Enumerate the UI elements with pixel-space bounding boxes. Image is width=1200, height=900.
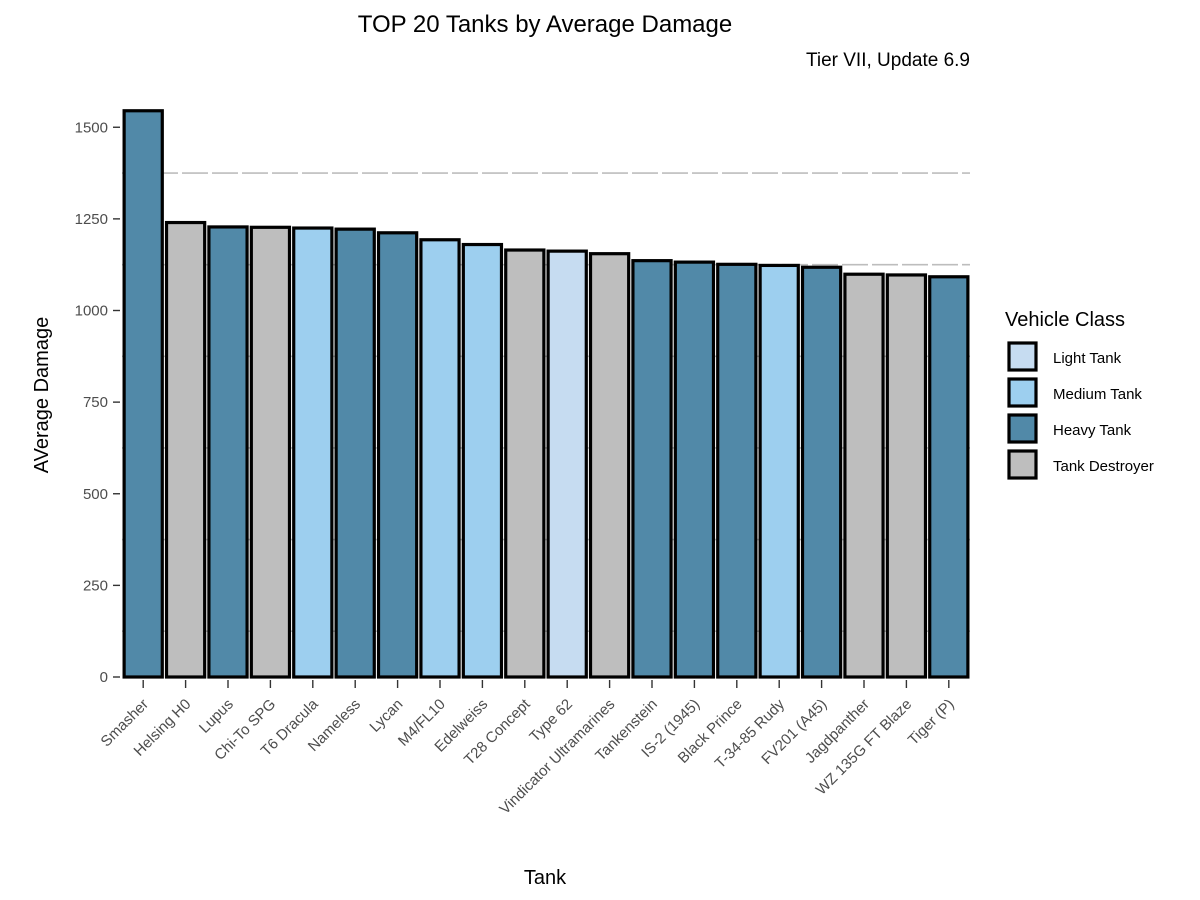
bar (928, 275, 970, 679)
bar (292, 226, 334, 679)
bar (673, 260, 716, 679)
bars (122, 109, 970, 679)
bar (504, 248, 546, 679)
chart-title: TOP 20 Tanks by Average Damage (358, 11, 732, 38)
y-tick-label: 1000 (75, 303, 108, 320)
bar (758, 263, 800, 679)
grid-lines (122, 172, 970, 632)
bar (122, 109, 164, 679)
bar (631, 259, 673, 679)
legend-swatch (1007, 377, 1038, 408)
bar (164, 220, 207, 679)
x-tick-label: Lycan (366, 696, 406, 736)
y-tick-label: 0 (100, 669, 108, 686)
bar (843, 272, 885, 679)
y-tick-label: 750 (83, 394, 108, 411)
legend-swatch (1007, 413, 1038, 444)
bar (716, 262, 758, 679)
legend-title: Vehicle Class (1005, 309, 1125, 331)
bar (249, 225, 292, 679)
legend-swatch (1007, 449, 1038, 480)
bar (334, 227, 376, 679)
x-tick-label: Tiger (P) (905, 696, 958, 749)
y-tick-label: 1500 (75, 119, 108, 136)
legend-label: Medium Tank (1053, 386, 1142, 403)
legend-label: Heavy Tank (1053, 422, 1132, 439)
bar (207, 225, 249, 679)
y-axis-title: AVerage Damage (31, 317, 53, 473)
bar (588, 252, 631, 679)
bar (800, 265, 843, 679)
legend-label: Tank Destroyer (1053, 458, 1154, 475)
bar (885, 273, 928, 679)
bar (461, 242, 504, 679)
chart-subtitle: Tier VII, Update 6.9 (806, 50, 970, 71)
legend-label: Light Tank (1053, 350, 1122, 367)
y-tick-label: 500 (83, 486, 108, 503)
bar (419, 238, 461, 679)
legend-swatch (1007, 341, 1038, 372)
x-tick-label: Lupus (196, 696, 237, 737)
bar (376, 231, 419, 679)
bar (546, 249, 588, 679)
y-tick-label: 1250 (75, 211, 108, 228)
legend: Vehicle Class Light Tank Medium Tank Heavy… (1005, 309, 1154, 480)
y-tick-label: 250 (83, 577, 108, 594)
x-axis-title: Tank (524, 867, 567, 889)
